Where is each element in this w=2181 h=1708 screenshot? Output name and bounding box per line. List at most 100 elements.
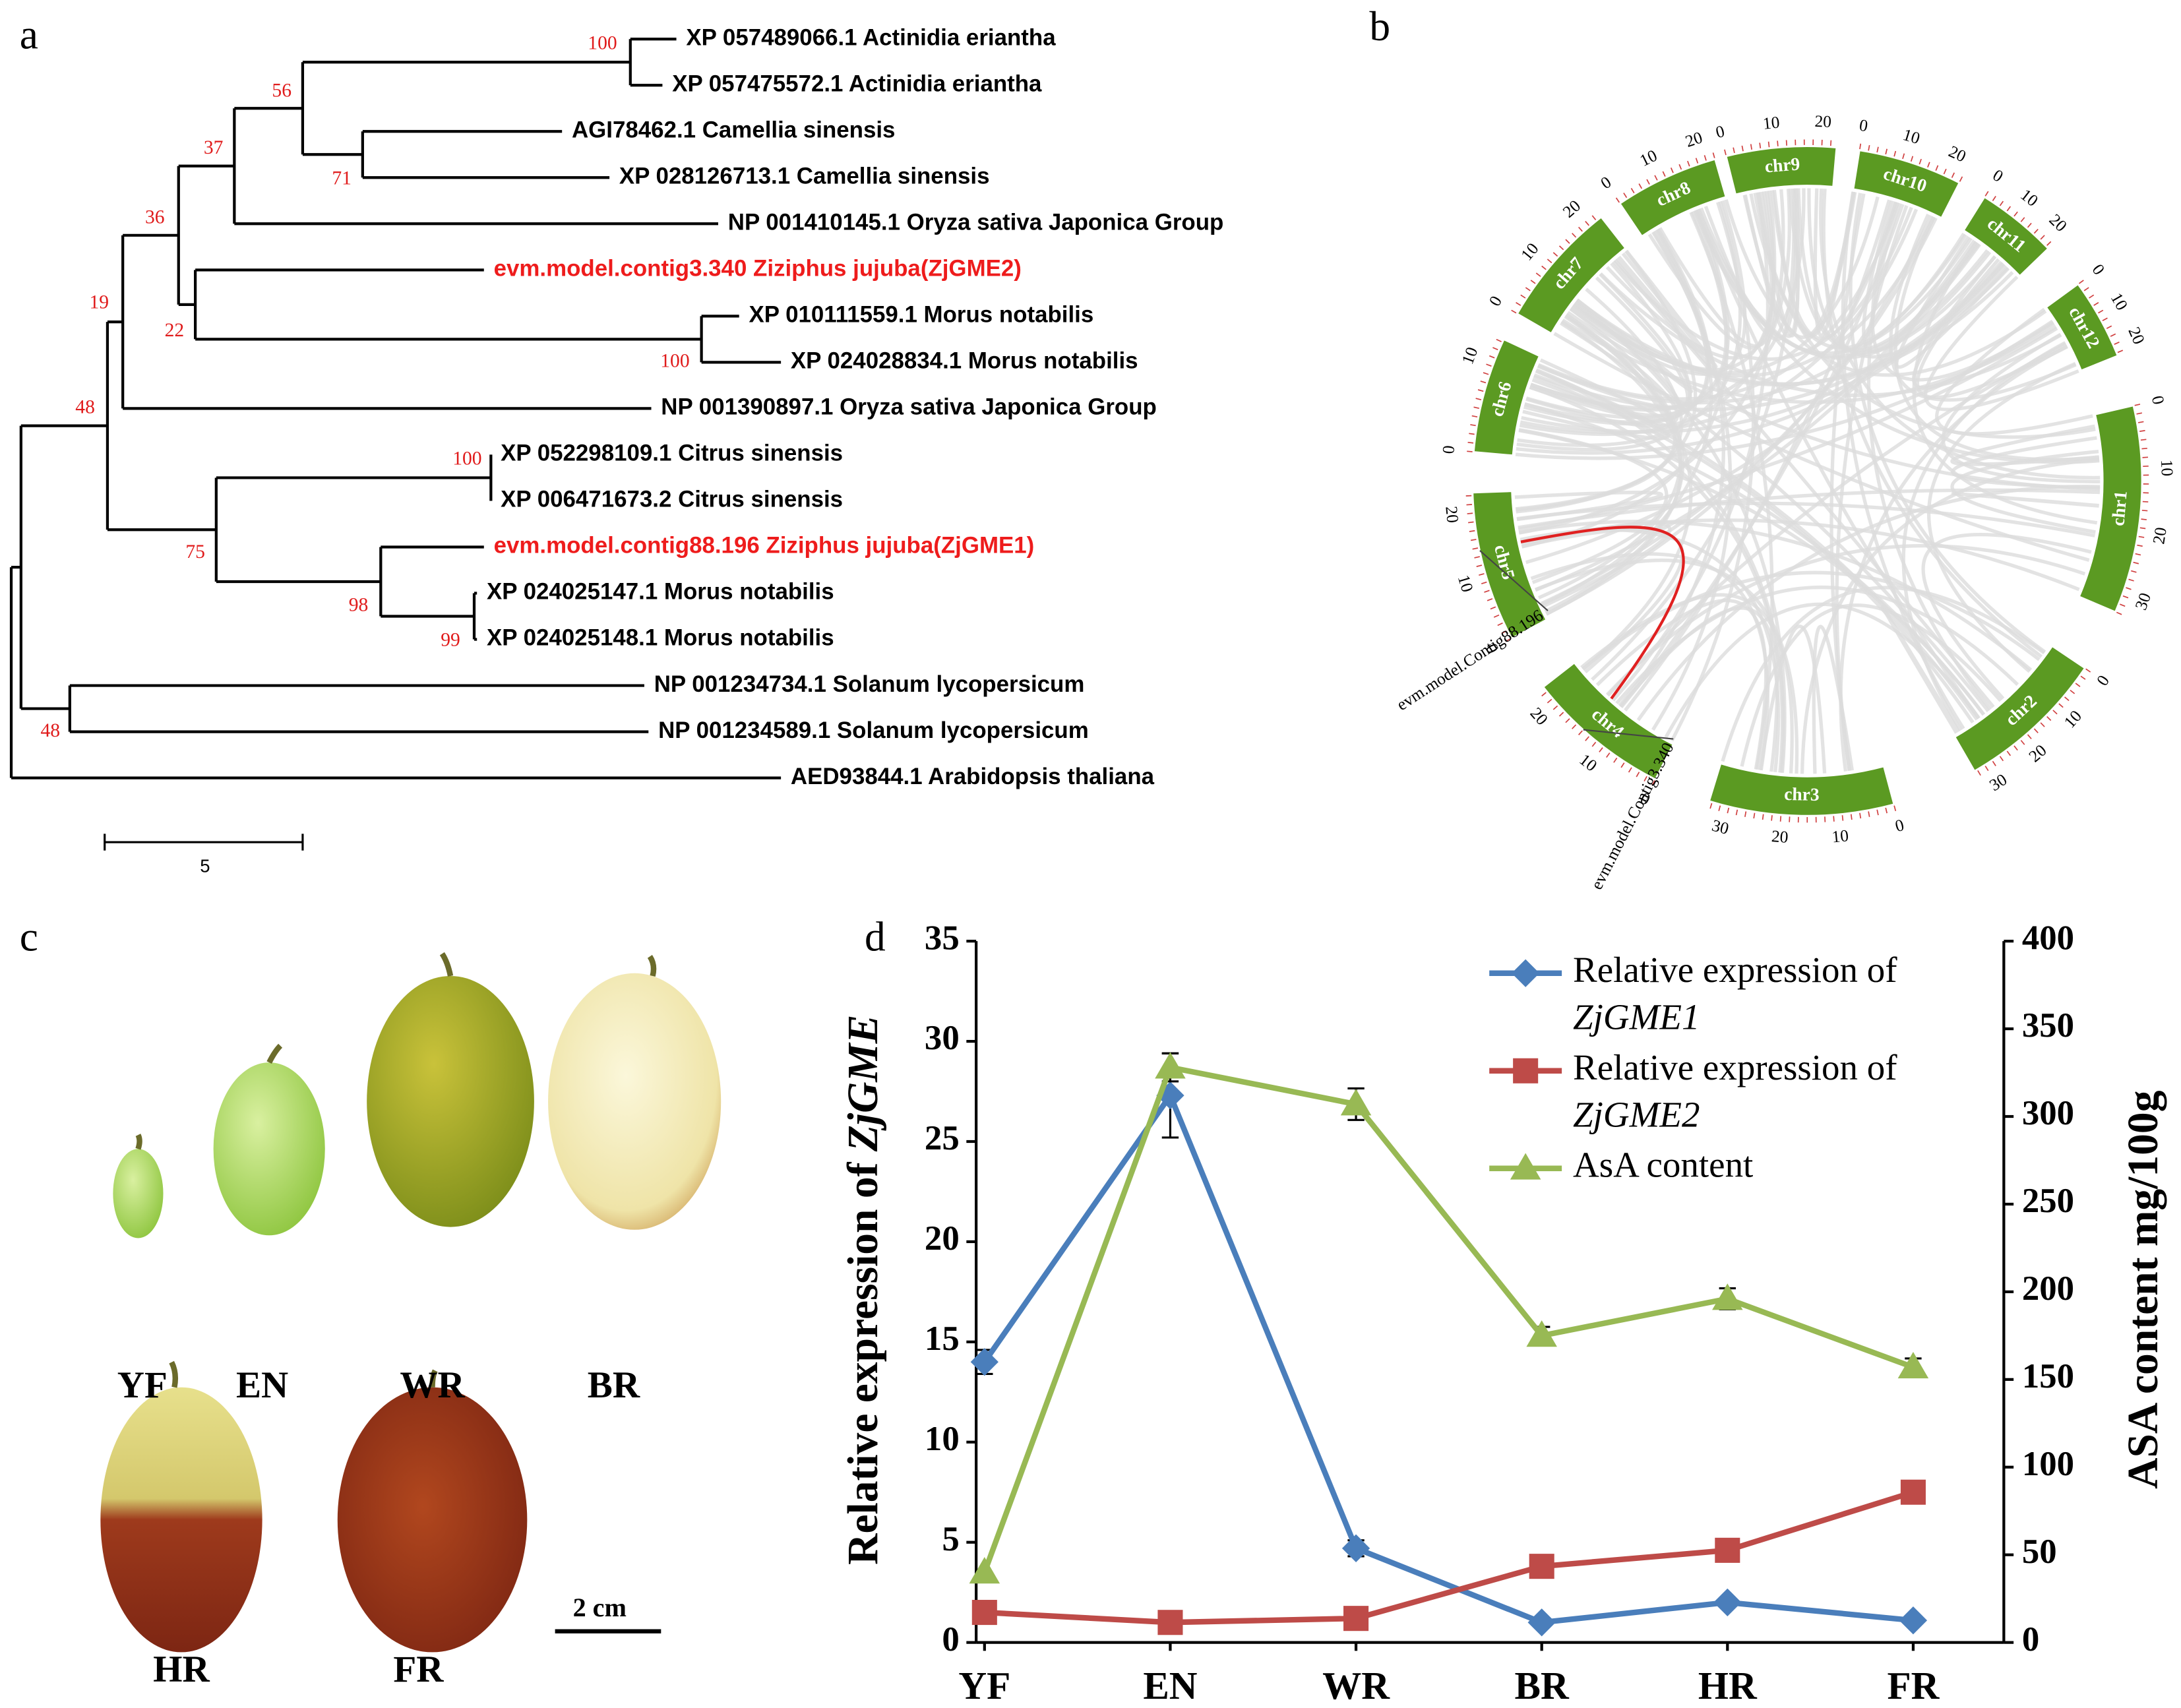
chromosome-tick	[1951, 172, 1955, 178]
chromosome-tick	[1565, 239, 1570, 244]
synteny-link	[1607, 342, 2067, 697]
panel-label: b	[1369, 3, 1390, 49]
bootstrap-value: 48	[40, 720, 60, 741]
chromosome-tick	[2046, 241, 2052, 246]
synteny-link	[1535, 368, 1979, 721]
chromosome-tick	[2020, 217, 2025, 222]
synteny-link	[1950, 424, 2099, 466]
chromosome-tick	[1927, 162, 1930, 168]
chromosome-tick	[1547, 698, 1552, 704]
chromosome-tick	[1623, 193, 1628, 198]
chromosome-tick	[1868, 144, 1870, 151]
chromosome-tick	[1501, 630, 1507, 634]
chromosome-tick-label: 0	[1597, 173, 1614, 193]
marker	[1343, 1606, 1369, 1632]
marker	[1341, 1534, 1370, 1562]
chromosome-tick-label: 20	[1814, 112, 1832, 131]
chromosome-tick	[1638, 183, 1643, 189]
chromosome-tick	[1483, 372, 1489, 375]
chromosome-tick	[1620, 762, 1625, 768]
synteny-link	[1813, 188, 1855, 338]
chromosome-tick	[2142, 501, 2149, 503]
chromosome-tick	[1999, 756, 2004, 762]
chromosome-tick	[2046, 716, 2052, 721]
synteny-link	[1862, 200, 1976, 353]
bootstrap-value: 75	[185, 541, 205, 563]
chromosome-tick	[1724, 149, 1727, 156]
chromosome-tick	[1876, 146, 1879, 153]
synteny-link	[1921, 533, 2092, 700]
chromosome-tick	[1850, 814, 1853, 820]
marker	[1529, 1554, 1554, 1579]
marker	[970, 1348, 998, 1376]
chromosome	[1542, 661, 1674, 780]
chromosome-tick	[2134, 404, 2141, 406]
leaf-label: NP 001410145.1 Oryza sativa Japonica Gro…	[728, 210, 1224, 235]
chromosome-tick-label: 10	[1518, 239, 1543, 264]
chromosome	[1853, 150, 1961, 219]
chromosome-tick	[2020, 740, 2025, 745]
chromosome-name: chr1	[2108, 490, 2131, 527]
chromosome-tick	[2116, 611, 2122, 615]
marker	[1900, 1479, 1926, 1505]
y2-tick-label: 150	[2022, 1357, 2074, 1395]
chromosome-tick-label: 10	[1458, 345, 1481, 367]
chromosome-tick	[1876, 809, 1879, 816]
chromosome-name: chr9	[1764, 154, 1801, 176]
chromosome-tick	[1695, 158, 1699, 164]
chromosome-tick	[1727, 807, 1730, 814]
synteny-link	[1895, 235, 2009, 369]
synteny-link	[1515, 288, 1684, 511]
chromosome-tick	[1469, 433, 1475, 435]
chromosome-tick	[1943, 168, 1947, 175]
bootstrap-value: 99	[441, 629, 460, 650]
fruit-photo	[548, 973, 722, 1230]
chromosome-tick	[1992, 196, 1996, 201]
chromosome	[1708, 762, 1895, 816]
bootstrap-value: 71	[332, 168, 352, 189]
chromosome-tick	[2110, 333, 2116, 337]
chromosome-tick	[1636, 772, 1640, 778]
chromosome-tick	[1591, 215, 1597, 220]
chromosome-tick	[2136, 412, 2143, 415]
leaf-label: NP 001234734.1 Solanum lycopersicum	[654, 671, 1085, 697]
chromosome-tick-label: 0	[1439, 444, 1458, 454]
leaf-label: XP 052298109.1 Citrus sinensis	[501, 441, 843, 466]
chromosome-tick	[1599, 747, 1603, 752]
chromosome-tick	[2098, 309, 2104, 314]
synteny-link	[1807, 188, 2007, 359]
chromosome-tick	[1489, 355, 1495, 359]
marker	[1899, 1606, 1928, 1635]
x-tick-label: FR	[1887, 1664, 1940, 1707]
fruit-photo	[367, 976, 534, 1227]
synteny-link	[1595, 598, 1768, 770]
synteny-link	[1535, 369, 1785, 773]
chromosome-tick	[2120, 603, 2126, 607]
chromosome-tick-label: 10	[1454, 573, 1477, 594]
chromosome-tick	[2070, 689, 2075, 694]
chromosome-tick	[2140, 439, 2147, 441]
chromosome-tick	[1744, 811, 1747, 817]
y2-tick-label: 100	[2022, 1445, 2074, 1483]
marker	[1155, 1052, 1186, 1079]
leaf-label: XP 057489066.1 Actinidia eriantha	[686, 24, 1056, 50]
chromosome	[1473, 338, 1541, 456]
chromosome-tick	[1473, 406, 1479, 409]
chromosome-tick	[1833, 816, 1835, 822]
chromosome-tick	[1615, 197, 1620, 203]
leaf-label: XP 057475572.1 Actinidia eriantha	[672, 71, 1042, 96]
chromosome-tick	[2085, 668, 2091, 673]
y-tick-label: 15	[925, 1320, 960, 1358]
chromosome-tick-label: 10	[2157, 459, 2176, 476]
y-axis-label: Relative expression of ZjGME	[840, 1015, 887, 1565]
chromosome-tick	[1469, 530, 1475, 532]
chromosome-tick	[2080, 675, 2086, 680]
panel-label: d	[865, 913, 886, 960]
photo-label: FR	[393, 1649, 444, 1690]
synteny-link	[1724, 199, 2047, 377]
chromosome-tick-label: 20	[1442, 505, 1461, 524]
bootstrap-value: 19	[89, 292, 109, 313]
synteny-link	[1893, 216, 2100, 462]
chromosome-tick-label: 0	[1485, 293, 1506, 309]
chromosome-tick-label: 20	[1683, 128, 1705, 151]
